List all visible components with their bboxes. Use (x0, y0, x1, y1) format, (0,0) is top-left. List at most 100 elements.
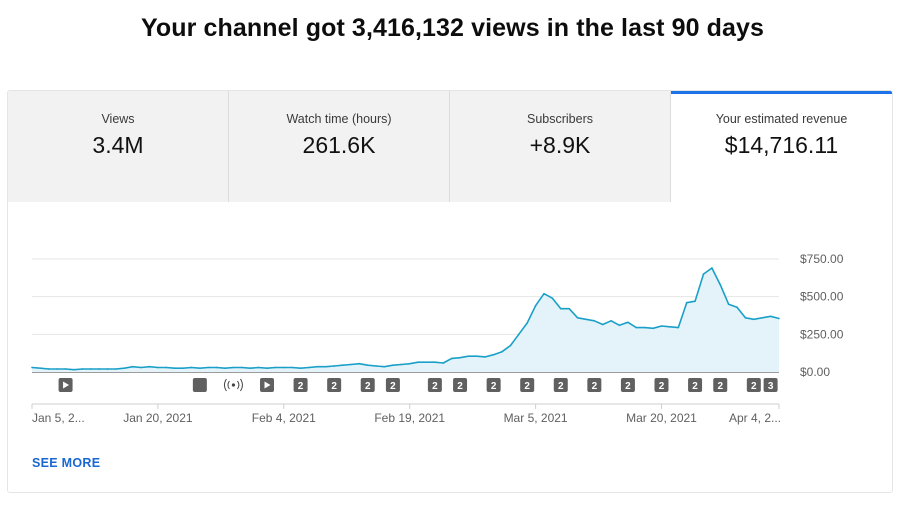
data-point (366, 364, 369, 367)
video-count-label: 2 (331, 381, 337, 392)
data-point (350, 363, 352, 366)
data-point (769, 315, 772, 318)
data-point (425, 361, 428, 364)
live-icon-wave (223, 378, 227, 392)
see-more-link[interactable]: SEE MORE (32, 456, 101, 470)
data-point (727, 303, 730, 305)
data-point (501, 350, 503, 353)
data-point (450, 357, 453, 360)
data-point (165, 366, 168, 369)
video-count-label: 2 (659, 381, 665, 392)
data-point (115, 368, 117, 370)
data-point (81, 368, 84, 370)
data-point (408, 362, 411, 365)
video-count-label: 2 (491, 381, 497, 392)
x-tick-label: Jan 20, 2021 (123, 411, 193, 425)
video-count-label: 2 (625, 381, 631, 392)
tab-revenue-value: $14,716.11 (724, 132, 839, 158)
data-point (383, 365, 386, 368)
data-point (316, 365, 319, 368)
tab-watch-time-label: Watch time (hours) (286, 112, 392, 126)
data-point (282, 366, 285, 369)
x-tick-label: Mar 5, 2021 (504, 411, 568, 425)
data-point (274, 366, 277, 369)
data-point (677, 326, 680, 329)
data-point (694, 300, 696, 302)
data-point (534, 304, 537, 307)
y-tick-label: $500.00 (800, 290, 844, 304)
data-point (753, 318, 755, 321)
tab-views-value: 3.4M (92, 132, 144, 158)
x-tick-label: Feb 4, 2021 (252, 411, 316, 425)
data-point (241, 366, 243, 369)
tab-subscribers-label: Subscribers (527, 112, 593, 126)
video-count-label: 2 (524, 381, 530, 392)
data-point (358, 362, 361, 365)
data-point (341, 364, 344, 367)
video-count-marker (293, 378, 308, 392)
data-point (392, 364, 394, 367)
tab-revenue[interactable]: Your estimated revenue $14,716.11 (671, 91, 892, 202)
video-count-marker (192, 378, 207, 392)
data-point (669, 326, 671, 328)
data-point (333, 365, 335, 367)
data-point (47, 368, 50, 370)
data-point (585, 318, 587, 321)
data-point (551, 297, 554, 299)
data-point (31, 366, 33, 369)
data-point (207, 366, 210, 369)
data-point (224, 367, 226, 370)
revenue-chart: $750.00 $500.00 $250.00 $0.00 2 2 2 2 2 2 2 2 2 2 2 2 2 2… (31, 252, 844, 425)
live-icon-wave (237, 380, 240, 390)
data-point (685, 301, 688, 304)
data-point (182, 367, 184, 370)
y-tick-label: $250.00 (800, 327, 844, 341)
video-count-marker (587, 378, 602, 392)
data-point (778, 317, 780, 320)
play-icon (264, 381, 271, 389)
video-count-label: 3 (768, 381, 774, 392)
data-point (593, 319, 596, 322)
play-icon (63, 381, 70, 389)
data-point (140, 366, 142, 369)
tab-views[interactable]: Views 3.4M (8, 91, 229, 202)
data-point (157, 366, 159, 369)
data-point (442, 362, 445, 364)
data-point (518, 333, 520, 336)
y-tick-label: $750.00 (800, 252, 844, 266)
video-count-label: 2 (692, 381, 698, 392)
data-point (299, 367, 302, 370)
tab-subscribers[interactable]: Subscribers +8.9K (450, 91, 671, 202)
video-count-marker (746, 378, 761, 392)
video-count-label: 2 (592, 381, 598, 392)
data-point (308, 366, 310, 369)
data-point (199, 367, 201, 370)
data-point (568, 307, 570, 310)
data-point (434, 361, 436, 364)
tab-revenue-label: Your estimated revenue (715, 112, 848, 126)
live-icon (231, 383, 236, 387)
video-count-label: 2 (558, 381, 564, 392)
video-count-label: 2 (457, 381, 463, 392)
video-count-marker (763, 378, 778, 392)
video-count-marker (520, 378, 535, 392)
video-count-marker (620, 378, 635, 392)
data-point (601, 323, 604, 326)
tab-watch-time-value: 261.6K (302, 132, 376, 158)
data-point (702, 273, 705, 275)
data-point (131, 365, 134, 368)
data-point (618, 324, 621, 327)
data-point (249, 367, 252, 370)
data-point (761, 316, 764, 319)
data-point (543, 292, 545, 295)
data-point (148, 365, 151, 368)
data-point (559, 307, 562, 310)
tab-watch-time[interactable]: Watch time (hours) 261.6K (229, 91, 450, 202)
video-count-label: 2 (717, 381, 723, 392)
data-point (476, 355, 478, 357)
data-point (291, 366, 293, 369)
data-point (492, 353, 495, 356)
data-point (627, 321, 629, 324)
revenue-line (31, 267, 780, 371)
video-count-label: 2 (298, 381, 304, 392)
